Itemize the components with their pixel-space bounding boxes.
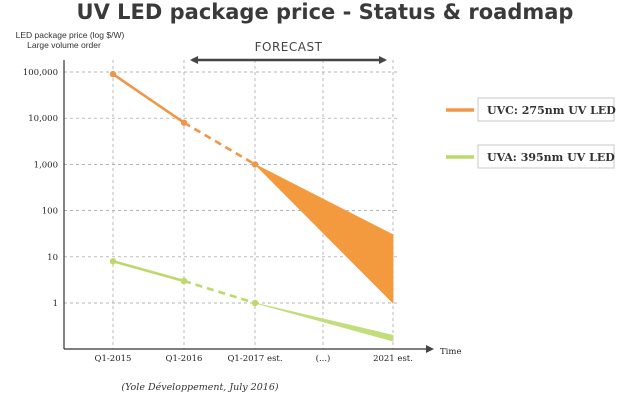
legend-label-0: UVC: 275nm UV LED <box>487 104 616 117</box>
forecast-band-1 <box>254 302 394 342</box>
x-tick-label-0: Q1-2015 <box>95 354 132 364</box>
chart-title: UV LED package price - Status & roadmap <box>77 0 574 24</box>
x-tick-label-4: 2021 est. <box>373 354 413 364</box>
y-tick-label-1: 10,000 <box>28 114 58 124</box>
forecast-band-0 <box>254 164 394 304</box>
y-tick-labels: 100,000 10,000 1,000 100 10 1 <box>23 68 58 309</box>
data-point-0-0 <box>109 70 117 78</box>
grid-lines <box>64 60 400 349</box>
legend: UVC: 275nm UV LED UVA: 395nm UV LED <box>446 97 616 169</box>
x-tick-label-3: (...) <box>316 353 331 364</box>
series-lines <box>109 70 259 307</box>
series-segment-1-0 <box>112 260 185 283</box>
series-segment-1-1 <box>183 279 256 305</box>
data-point-0-2 <box>251 161 259 168</box>
x-tick-label-2: Q1-2017 est. <box>227 354 282 364</box>
y-tick-label-0: 100,000 <box>23 68 58 78</box>
series-segment-0-1 <box>183 121 256 166</box>
forecast-bands <box>254 164 394 342</box>
data-point-1-0 <box>109 258 117 265</box>
y-axis-label-line-2: Large volume order <box>27 40 101 50</box>
x-tick-labels: Q1-2015 Q1-2016 Q1-2017 est. (...) 2021 est. <box>95 353 413 364</box>
y-tick-label-4: 10 <box>47 253 58 263</box>
legend-box-1 <box>477 144 615 169</box>
y-tick-label-2: 1,000 <box>34 160 58 170</box>
legend-box-0 <box>477 97 615 122</box>
x-tick-label-1: Q1-2016 <box>166 354 203 364</box>
data-point-1-2 <box>251 299 259 307</box>
source-note: (Yole Développement, July 2016) <box>121 382 278 393</box>
x-axis-label: Time <box>440 347 461 357</box>
forecast-marker: FORECAST <box>190 40 387 64</box>
y-axis-label-line-1: LED package price (log $/W) <box>16 30 125 40</box>
y-tick-label-5: 1 <box>53 299 58 309</box>
y-tick-label-3: 100 <box>42 207 58 217</box>
series-segment-0-0 <box>112 73 185 124</box>
legend-label-1: UVA: 395nm UV LED <box>487 151 615 164</box>
forecast-label: FORECAST <box>255 40 323 54</box>
data-point-0-1 <box>180 119 188 126</box>
axes: Time <box>63 60 461 357</box>
data-point-1-1 <box>180 277 188 285</box>
